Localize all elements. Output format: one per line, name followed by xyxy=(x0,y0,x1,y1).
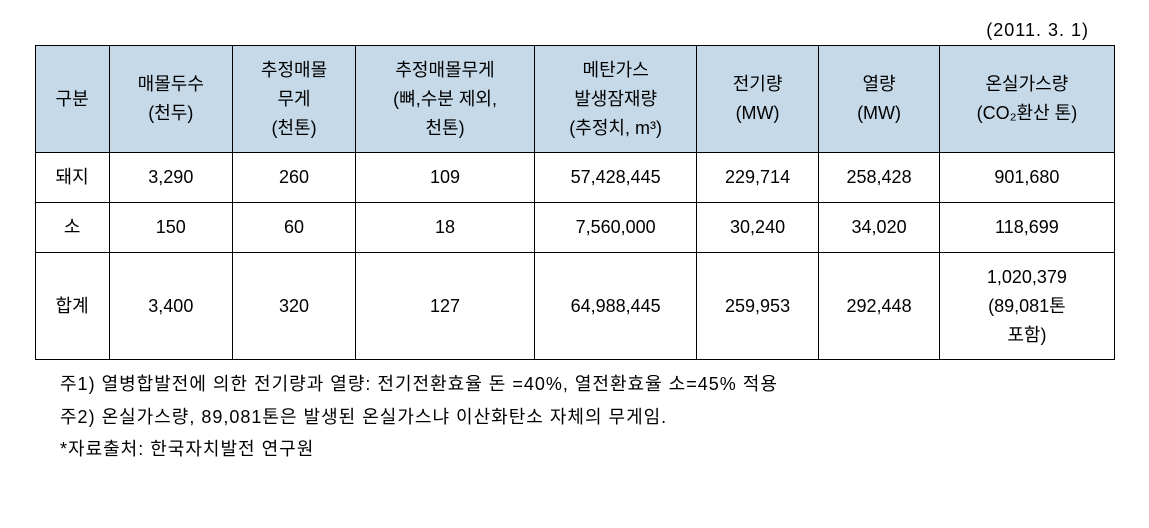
note-2: 주2) 온실가스량, 89,081톤은 발생된 온실가스냐 이산화탄소 자체의 … xyxy=(60,401,1129,433)
cell: 320 xyxy=(232,252,355,359)
cell: 57,428,445 xyxy=(534,153,696,203)
cell: 292,448 xyxy=(818,252,940,359)
col-header-7: 온실가스량(CO₂환산 톤) xyxy=(940,46,1114,153)
cell: 3,290 xyxy=(109,153,232,203)
col-header-0: 구분 xyxy=(35,46,109,153)
cell: 258,428 xyxy=(818,153,940,203)
notes-section: 주1) 열병합발전에 의한 전기량과 열량: 전기전환효율 돈 =40%, 열전… xyxy=(20,368,1129,465)
header-row: 구분 매몰두수(천두) 추정매몰무게(천톤) 추정매몰무게(뼈,수분 제외,천톤… xyxy=(35,46,1114,153)
col-header-6: 열량(MW) xyxy=(818,46,940,153)
cell: 259,953 xyxy=(697,252,819,359)
cell: 30,240 xyxy=(697,203,819,253)
row-label: 합계 xyxy=(35,252,109,359)
cell: 18 xyxy=(356,203,535,253)
cell: 64,988,445 xyxy=(534,252,696,359)
cell: 260 xyxy=(232,153,355,203)
cell: 34,020 xyxy=(818,203,940,253)
cell: 229,714 xyxy=(697,153,819,203)
table-row: 합계 3,400 320 127 64,988,445 259,953 292,… xyxy=(35,252,1114,359)
note-1: 주1) 열병합발전에 의한 전기량과 열량: 전기전환효율 돈 =40%, 열전… xyxy=(60,368,1129,400)
table-row: 돼지 3,290 260 109 57,428,445 229,714 258,… xyxy=(35,153,1114,203)
col-header-1: 매몰두수(천두) xyxy=(109,46,232,153)
cell: 127 xyxy=(356,252,535,359)
row-label: 소 xyxy=(35,203,109,253)
cell: 150 xyxy=(109,203,232,253)
data-table: 구분 매몰두수(천두) 추정매몰무게(천톤) 추정매몰무게(뼈,수분 제외,천톤… xyxy=(35,45,1115,360)
cell: 3,400 xyxy=(109,252,232,359)
date-label: (2011. 3. 1) xyxy=(20,20,1129,41)
table-row: 소 150 60 18 7,560,000 30,240 34,020 118,… xyxy=(35,203,1114,253)
cell: 901,680 xyxy=(940,153,1114,203)
cell: 109 xyxy=(356,153,535,203)
col-header-4: 메탄가스발생잠재량(추정치, m³) xyxy=(534,46,696,153)
cell: 118,699 xyxy=(940,203,1114,253)
cell: 1,020,379(89,081톤포함) xyxy=(940,252,1114,359)
col-header-2: 추정매몰무게(천톤) xyxy=(232,46,355,153)
note-3: *자료출처: 한국자치발전 연구원 xyxy=(60,433,1129,465)
cell: 7,560,000 xyxy=(534,203,696,253)
col-header-5: 전기량(MW) xyxy=(697,46,819,153)
cell: 60 xyxy=(232,203,355,253)
row-label: 돼지 xyxy=(35,153,109,203)
col-header-3: 추정매몰무게(뼈,수분 제외,천톤) xyxy=(356,46,535,153)
